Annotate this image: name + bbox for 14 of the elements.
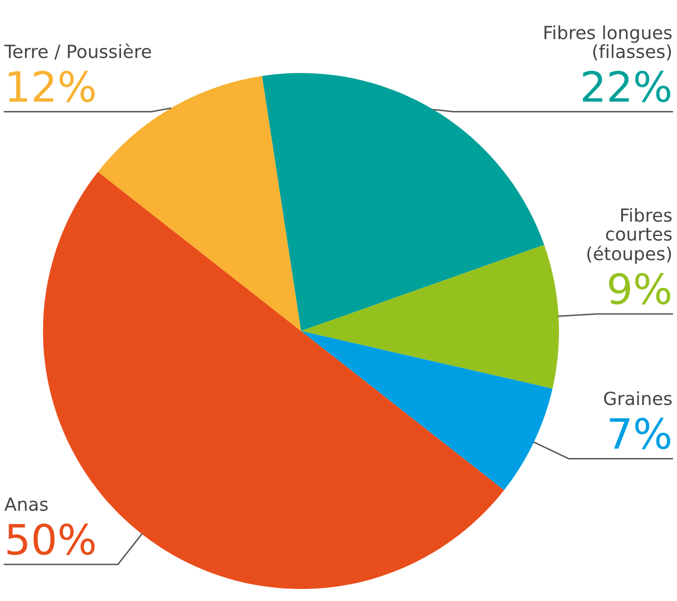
data-label: 12% [8, 70, 95, 102]
data-label: 7% [610, 418, 670, 450]
slice-label: Anas [4, 498, 48, 511]
slice-label: Graines [604, 391, 672, 406]
data-label: 9% [609, 272, 670, 304]
pie-slice [301, 244, 559, 389]
slice-label: Terre / Poussière [4, 44, 151, 60]
pie-slice [262, 73, 544, 331]
data-label: 22% [582, 70, 670, 102]
data-label: 50% [8, 524, 95, 556]
pie-slice [98, 76, 301, 331]
slice-label: Fibres courtes (étoupes) [587, 208, 672, 264]
pie-slice [301, 331, 552, 490]
slice-label: Fibres longues (filasses) [544, 25, 672, 60]
